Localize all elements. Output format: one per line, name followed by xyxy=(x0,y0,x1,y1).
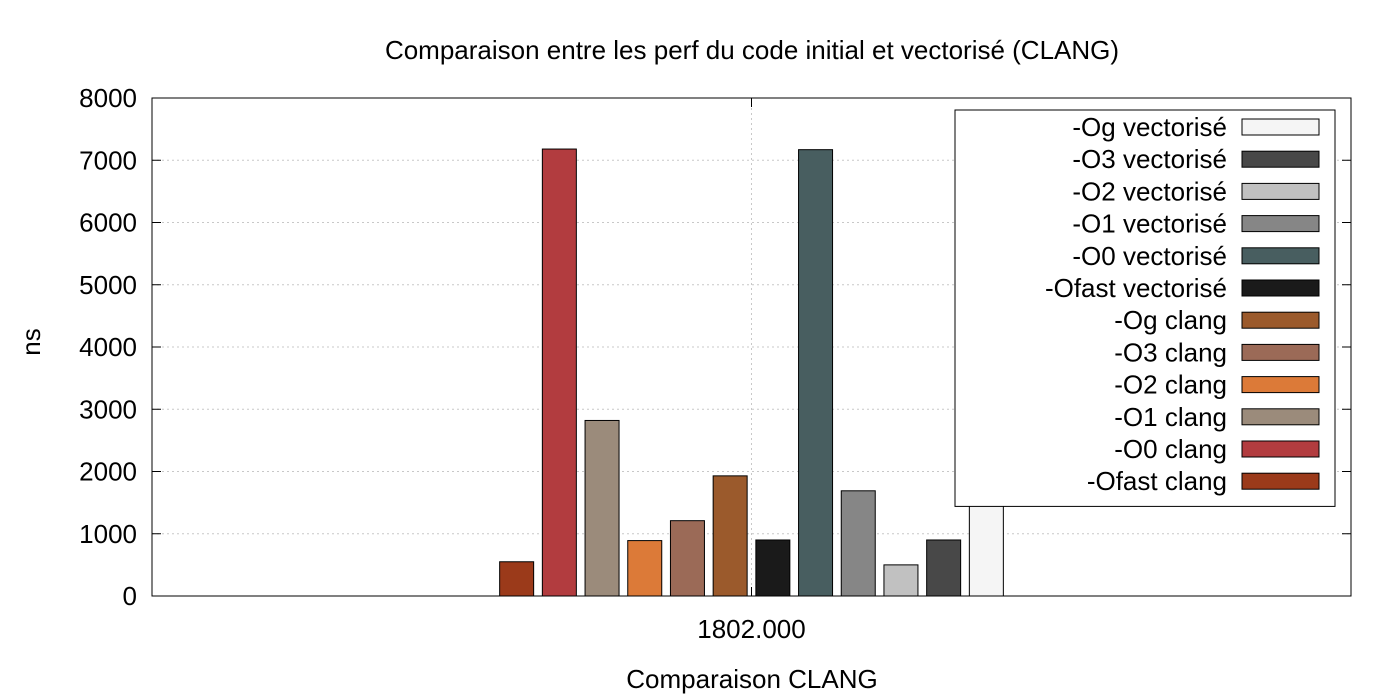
legend-swatch xyxy=(1241,343,1320,361)
bar-o0-vectoris xyxy=(798,149,834,597)
legend-swatch xyxy=(1241,311,1320,329)
bar-o3-clang xyxy=(669,520,705,597)
bar-o2-clang xyxy=(627,540,663,597)
axis-ticks: 0 1000 2000 3000 4000 5000 6000 7000 8000 1802.00… xyxy=(79,83,1351,644)
legend-swatch xyxy=(1241,182,1320,200)
legend-label: -O3 clang xyxy=(1114,337,1227,367)
legend-label: -Ofast vectorisé xyxy=(1045,273,1227,303)
legend-label: -O0 vectorisé xyxy=(1072,241,1227,271)
legend-swatch xyxy=(1241,215,1320,233)
y-tick-label: 0 xyxy=(123,581,137,611)
bar-o1-clang xyxy=(584,419,620,597)
y-tick-label: 6000 xyxy=(79,208,137,238)
bar-ofast-vectoris xyxy=(755,539,791,597)
y-tick-label: 2000 xyxy=(79,457,137,487)
y-tick-label: 1000 xyxy=(79,519,137,549)
legend-swatch xyxy=(1241,247,1320,265)
legend-swatch xyxy=(1241,279,1320,297)
legend-label: -O2 clang xyxy=(1114,370,1227,400)
legend-label: -Og clang xyxy=(1114,305,1227,335)
legend-box xyxy=(954,109,1336,507)
legend-swatch xyxy=(1241,472,1320,490)
legend-label: -O1 clang xyxy=(1114,402,1227,432)
legend-swatch xyxy=(1241,376,1320,394)
legend-label: -O0 clang xyxy=(1114,434,1227,464)
y-tick-label: 8000 xyxy=(79,83,137,113)
legend-swatch xyxy=(1241,118,1320,136)
legend-swatch xyxy=(1241,440,1320,458)
gridlines xyxy=(152,98,1351,596)
legend-swatch xyxy=(1241,408,1320,426)
legend-label: -O3 vectorisé xyxy=(1072,144,1227,174)
y-tick-label: 5000 xyxy=(79,270,137,300)
y-tick-label: 4000 xyxy=(79,332,137,362)
y-axis-label: ns xyxy=(16,328,46,355)
plot-frame xyxy=(151,97,1352,597)
x-tick-label: 1802.000 xyxy=(697,614,805,644)
chart-title: Comparaison entre les perf du code initi… xyxy=(385,35,1119,65)
legend-label: -O1 vectorisé xyxy=(1072,209,1227,239)
legend-label: -Ofast clang xyxy=(1087,466,1227,496)
bars xyxy=(499,148,1004,597)
legend-label: -O2 vectorisé xyxy=(1072,176,1227,206)
bar-o3-vectoris xyxy=(926,539,962,597)
bar-o2-vectoris xyxy=(883,564,919,597)
y-tick-label: 3000 xyxy=(79,394,137,424)
y-tick-label: 7000 xyxy=(79,145,137,175)
bar-ofast-clang xyxy=(499,561,535,597)
legend-label: -Og vectorisé xyxy=(1072,112,1227,142)
legend-swatch xyxy=(1241,150,1320,168)
legend: -Og vectorisé-O3 vectorisé-O2 vectorisé-… xyxy=(954,109,1336,507)
bar-o0-clang xyxy=(541,148,577,597)
bar-og-clang xyxy=(712,475,748,597)
bar-o1-vectoris xyxy=(840,490,876,597)
x-axis-label: Comparaison CLANG xyxy=(626,664,877,694)
